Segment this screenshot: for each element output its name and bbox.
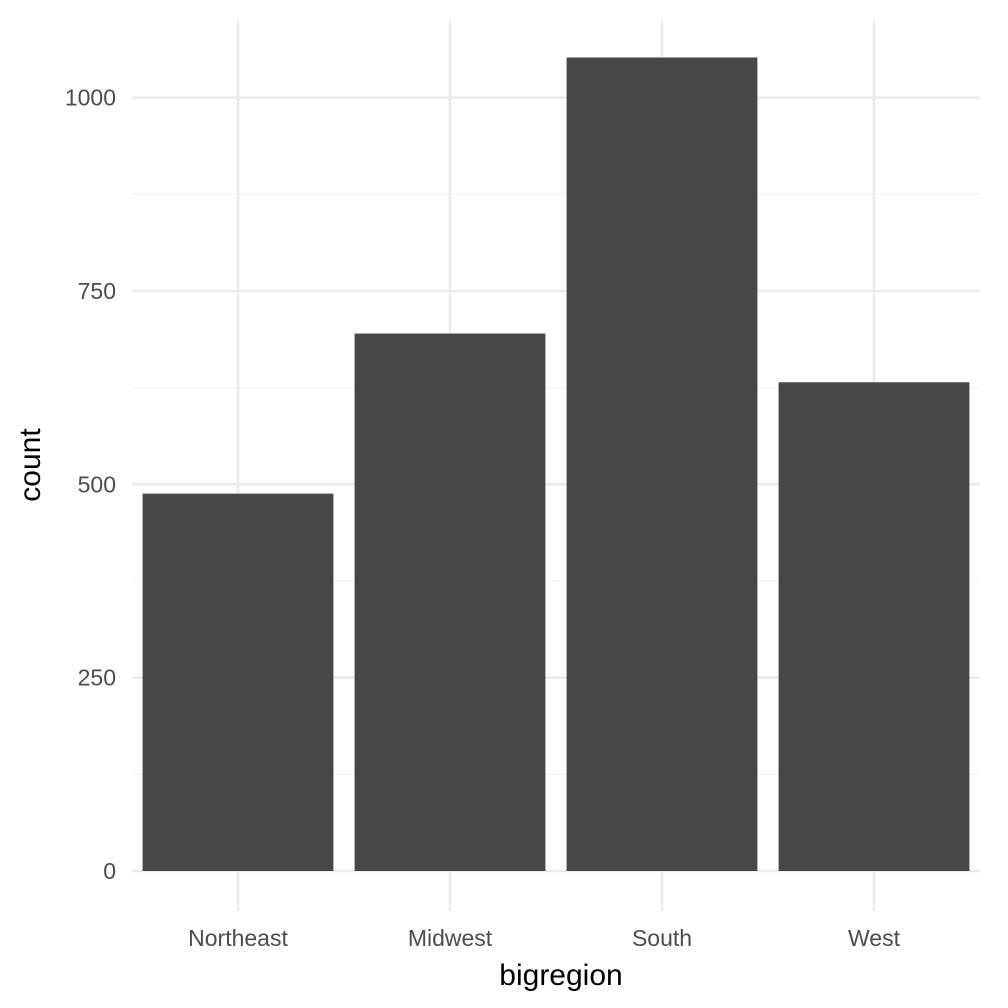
y-axis-title: count	[14, 428, 47, 502]
x-tick-label: West	[848, 925, 901, 951]
bars	[142, 57, 970, 871]
y-tick-label: 750	[78, 278, 116, 304]
y-tick-label: 0	[103, 858, 116, 884]
bar-south	[566, 57, 758, 871]
y-tick-label: 1000	[65, 85, 116, 111]
x-axis-title: bigregion	[499, 959, 622, 992]
y-tick-label: 500	[78, 471, 116, 497]
x-tick-label: South	[632, 925, 692, 951]
x-tick-label: Northeast	[188, 925, 288, 951]
x-tick-label: Midwest	[408, 925, 493, 951]
y-tick-label: 250	[78, 665, 116, 691]
bar-northeast	[142, 493, 334, 871]
y-axis-ticks: 0 250 500 750 1000	[65, 85, 116, 884]
x-axis-ticks: Northeast Midwest South West	[188, 925, 900, 951]
bar-midwest	[354, 333, 546, 871]
bar-west	[778, 382, 970, 871]
